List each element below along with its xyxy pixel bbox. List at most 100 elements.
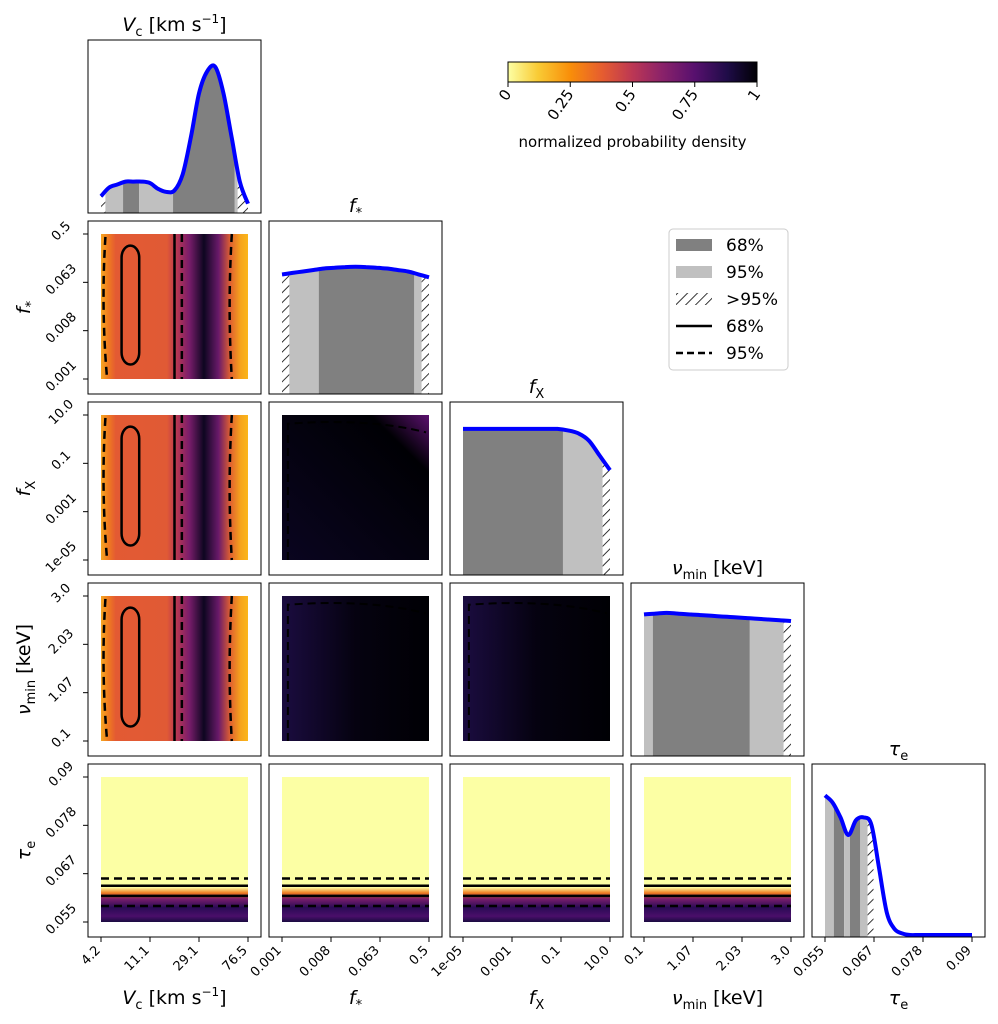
legend-frame [668,228,789,371]
x-axis-label-numin: νmin [keV] [672,987,763,1013]
x-tick-label: 29.1 [171,943,202,974]
joint-panel-vc-fx [87,401,262,576]
x-tick-label: 0.001 [248,943,285,980]
marginal-panel-vc [87,39,262,214]
contour-95 [102,236,109,377]
joint-panel-numin-tau [630,763,805,938]
marginal-title-tau: τe [889,738,908,764]
y-tick-label: 0.001 [43,358,80,395]
colorbar-label: normalized probability density [519,133,747,151]
x-tick-label: 0.067 [840,943,877,980]
legend-label: 68% [726,317,764,337]
x-tick-label: 2.03 [714,943,745,974]
legend-swatch-95 [676,266,712,278]
marginal-curve [99,63,250,205]
contour-95 [228,414,234,561]
marginal-title-vc: Vc [km s−1] [122,12,226,40]
panel-frame [268,401,443,576]
y-axis-label-fstar: f* [13,300,39,314]
y-tick-label: 0.1 [49,726,74,751]
marginal-band-95 [860,795,868,937]
y-tick-label: 0.008 [43,310,80,347]
legend-label: >95% [726,290,778,310]
marginal-curve [643,610,792,623]
density-map [282,777,429,922]
marginal-panel-numin [630,582,805,757]
marginal-frame [630,582,805,757]
y-tick-label: 0.063 [43,261,80,298]
marginal-title-numin: νmin [keV] [672,557,763,583]
y-tick-label: 0.5 [49,219,74,244]
marginal-band-95 [644,612,653,756]
panel-frame [87,401,262,576]
marginal-band-68 [318,266,415,394]
y-axis-label-fx: fX [13,481,39,497]
contour-95 [467,602,608,741]
marginal-band-h [783,612,791,756]
x-tick-label: 0.1 [539,943,564,968]
marginal-band-h [421,266,429,394]
x-axis-label-tau: τe [889,987,908,1013]
marginal-title-fx: fX [529,376,545,402]
contour-68 [120,606,141,728]
x-tick-label: 0.5 [407,943,432,968]
marginal-frame [449,401,624,576]
density-map [282,415,429,560]
joint-panel-fstar-numin [268,582,443,757]
legend-swatch-68 [676,239,712,251]
contour-95 [102,598,109,739]
x-tick-label: 0.055 [791,943,828,980]
y-tick-label: 0.09 [46,759,77,790]
joint-panel-fx-numin [449,582,624,757]
y-tick-label: 0.078 [43,804,80,841]
marginal-frame [811,763,986,938]
marginal-band-95 [844,795,850,937]
y-tick-label: 3.0 [49,581,74,606]
x-axis-label-fstar: f* [349,987,363,1013]
colorbar-tick-label: 0.5 [611,86,639,116]
panel-frame [268,763,443,938]
x-tick-label: 76.5 [220,943,251,974]
x-tick-label: 0.078 [889,943,926,980]
panel-frame [630,763,805,938]
density-map [282,596,429,741]
marginal-frame [87,39,262,214]
panel-frame [87,582,262,757]
marginal-panel-fstar [268,220,443,395]
marginal-band-68 [652,612,750,756]
colorbar-tick-label: 0 [495,86,515,104]
x-tick-label: 3.0 [769,943,794,968]
contour-68 [120,425,141,547]
y-tick-label: 0.067 [43,853,80,890]
joint-panel-vc-numin [87,582,262,757]
x-tick-label: 0.09 [944,943,975,974]
marginal-band-h [602,428,610,575]
joint-panel-fstar-fx [268,401,443,576]
x-tick-label: 0.1 [622,943,647,968]
marginal-panel-tau [811,763,986,938]
marginal-band-95 [289,266,319,394]
marginal-band-68 [123,65,140,213]
contour-95 [228,233,234,380]
y-tick-label: 1e-05 [43,539,80,576]
panel-frame [449,763,624,938]
colorbar-tick-label: 0.75 [668,86,702,124]
legend-label: 68% [726,236,764,256]
x-tick-label: 1.07 [665,943,696,974]
contour-95 [228,595,234,742]
y-tick-label: 0.1 [49,448,74,473]
x-axis-label-fx: fX [529,987,545,1013]
marginal-band-68 [463,428,563,575]
colorbar-tick-label: 1 [744,86,764,104]
joint-panel-vc-fstar [87,220,262,395]
marginal-band-68 [833,795,845,937]
colorbar-tick-label: 0.25 [544,86,578,124]
density-map [644,777,791,922]
x-tick-label: 1e-05 [429,943,466,980]
panel-frame [87,763,262,938]
contour-95 [102,417,109,558]
legend-label: 95% [726,263,764,283]
y-tick-label: 1.07 [46,675,77,706]
